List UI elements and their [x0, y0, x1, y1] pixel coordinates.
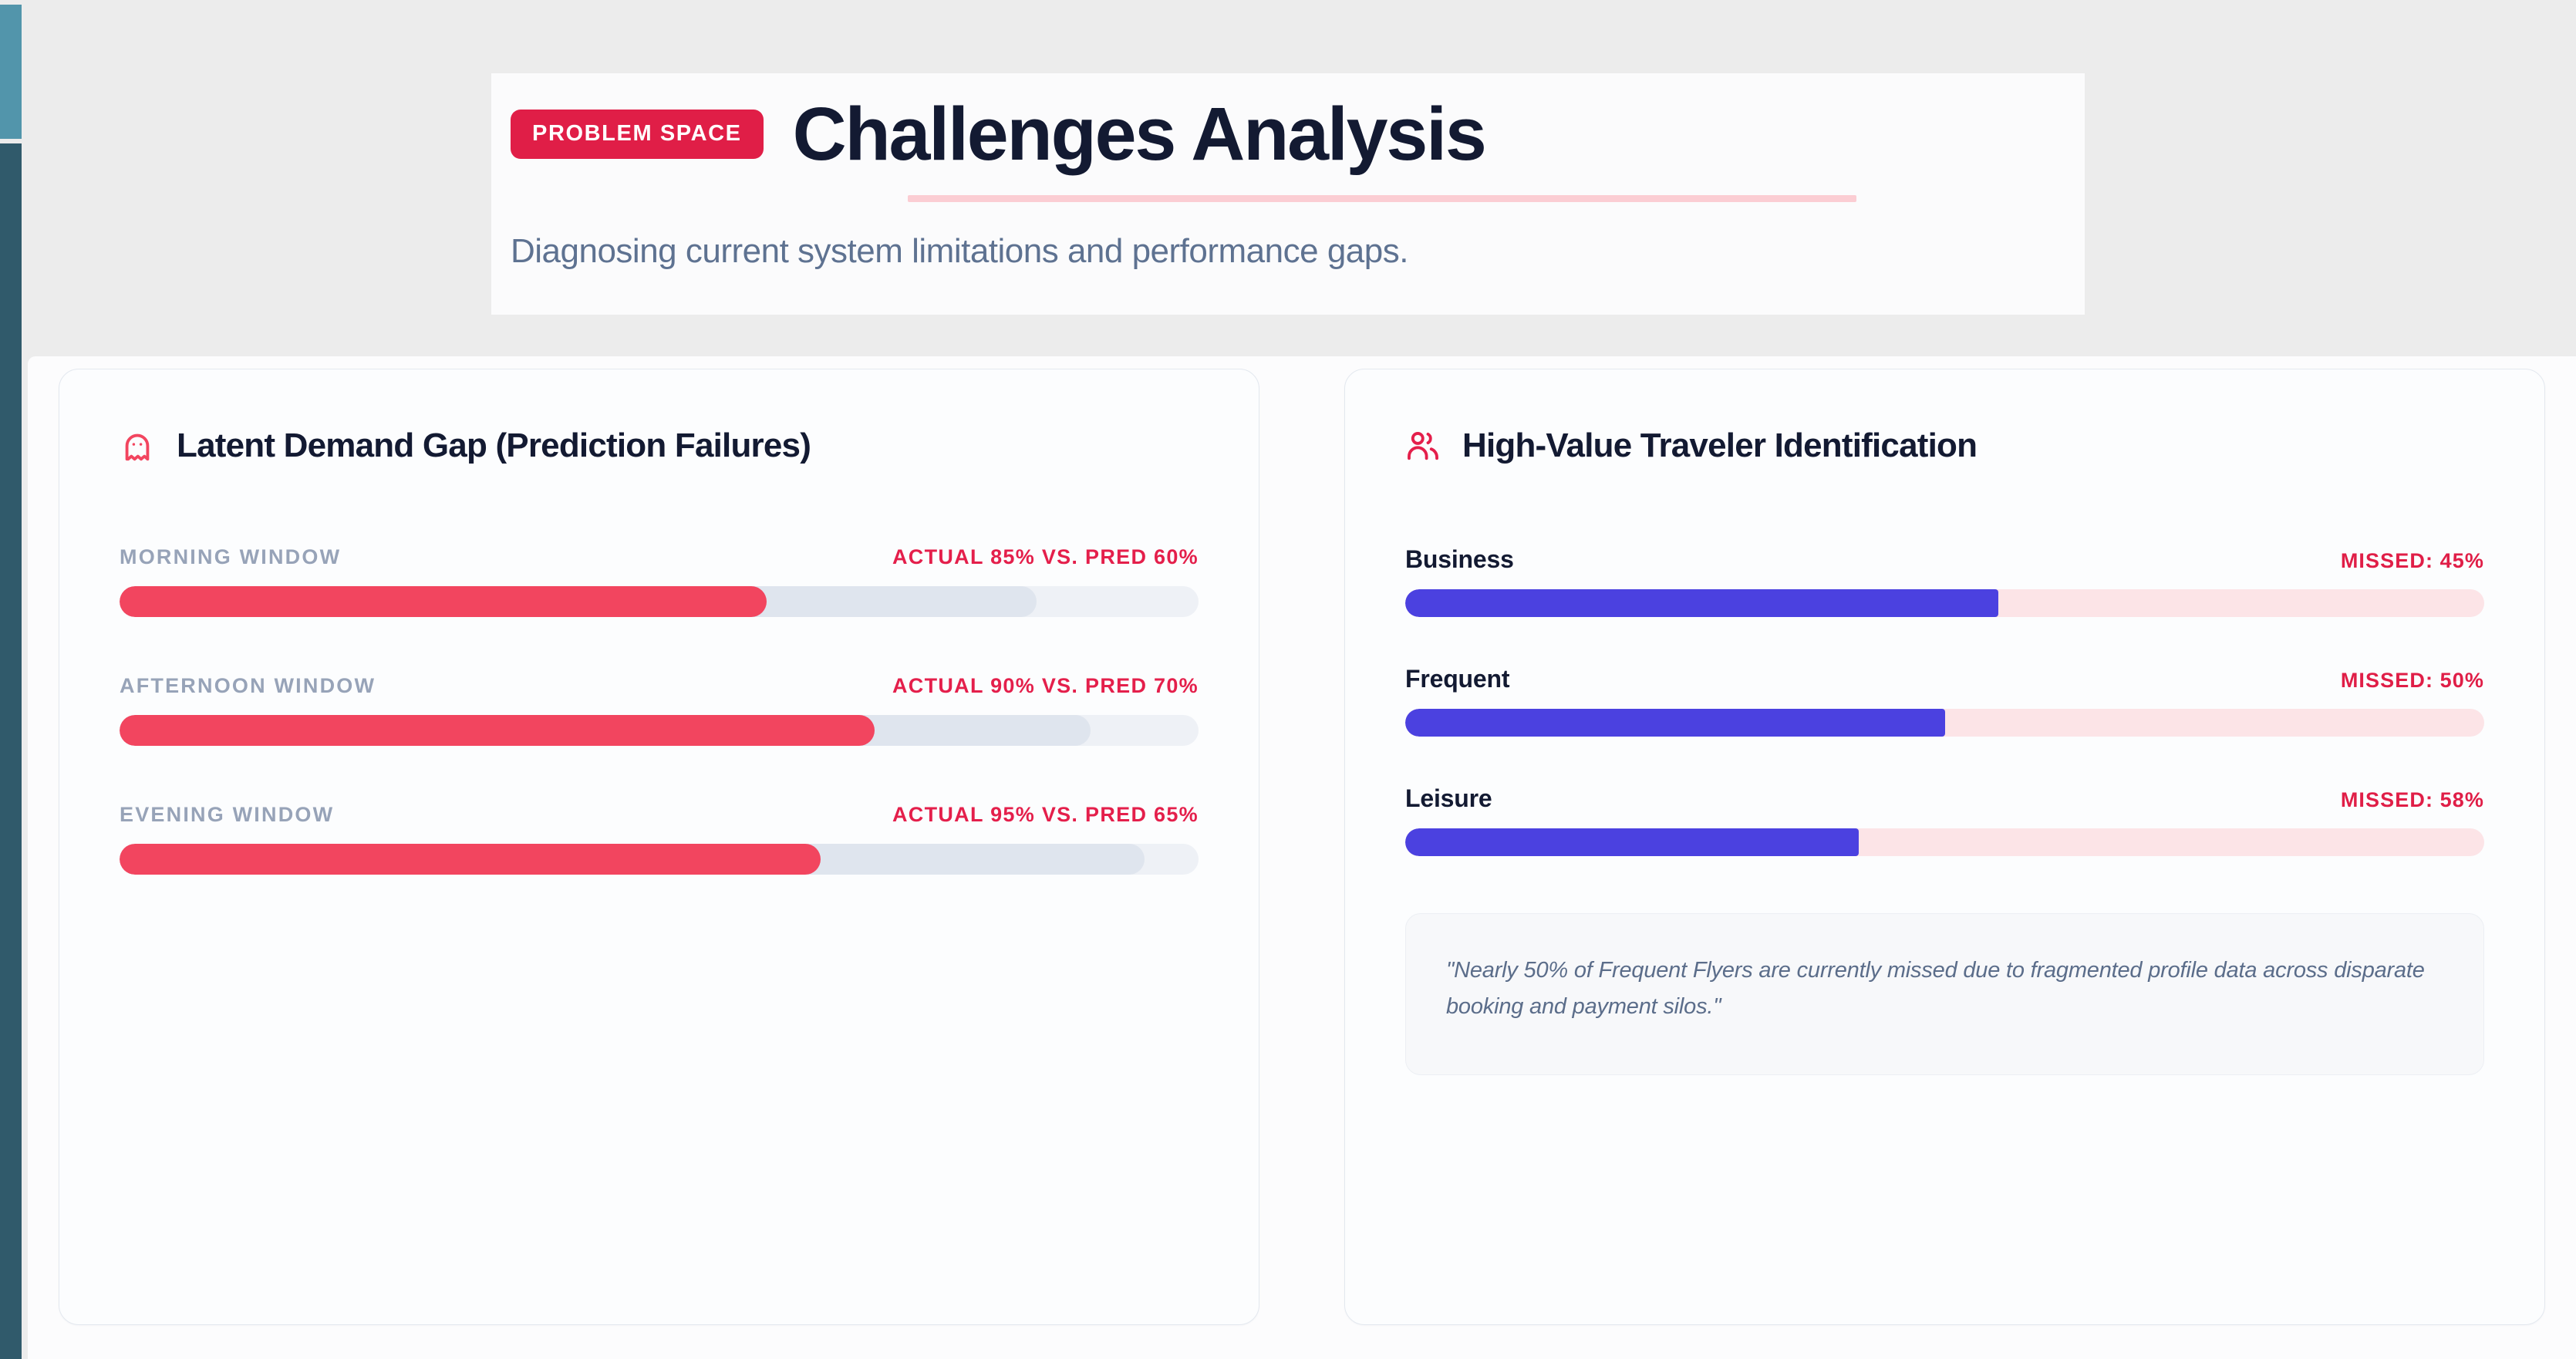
gap-row-header: EVENING WINDOW ACTUAL 95% VS. PRED 65%	[120, 803, 1199, 827]
gap-row: EVENING WINDOW ACTUAL 95% VS. PRED 65%	[120, 803, 1199, 875]
header-panel: PROBLEM SPACE Challenges Analysis Diagno…	[491, 73, 2085, 315]
status-badge: PROBLEM SPACE	[511, 109, 764, 159]
insight-quote-block: "Nearly 50% of Frequent Flyers are curre…	[1405, 913, 2484, 1075]
cards-row: Latent Demand Gap (Prediction Failures) …	[28, 369, 2576, 1325]
segment-progress-track	[1405, 709, 2484, 737]
gap-value: ACTUAL 95% VS. PRED 65%	[892, 803, 1199, 826]
card-traveler-identification: High-Value Traveler Identification Busin…	[1344, 369, 2545, 1325]
gap-value: ACTUAL 90% VS. PRED 70%	[892, 674, 1199, 697]
segment-row-header: Business MISSED: 45%	[1405, 545, 2484, 574]
segment-label: Frequent	[1405, 665, 1510, 693]
page-title: Challenges Analysis	[792, 92, 1487, 176]
gap-label: MORNING WINDOW	[120, 545, 342, 568]
title-underline-accent	[908, 195, 1856, 202]
segment-row-header: Leisure MISSED: 58%	[1405, 784, 2484, 813]
gap-value: ACTUAL 85% VS. PRED 60%	[892, 545, 1199, 568]
segment-captured-bar	[1405, 589, 1999, 617]
card-title: High-Value Traveler Identification	[1462, 427, 1978, 464]
segment-captured-bar	[1405, 828, 1859, 856]
segment-missed-value: MISSED: 58%	[2340, 788, 2484, 811]
card-header: Latent Demand Gap (Prediction Failures)	[120, 427, 1199, 465]
segment-row: Business MISSED: 45%	[1405, 545, 2484, 617]
ghost-icon	[120, 428, 155, 464]
insight-quote-text: "Nearly 50% of Frequent Flyers are curre…	[1446, 958, 2425, 1019]
segment-row-header: Frequent MISSED: 50%	[1405, 665, 2484, 693]
gap-row: AFTERNOON WINDOW ACTUAL 90% VS. PRED 70%	[120, 674, 1199, 746]
segment-progress-track	[1405, 589, 2484, 617]
segment-missed-value: MISSED: 50%	[2340, 669, 2484, 692]
segment-row: Leisure MISSED: 58%	[1405, 784, 2484, 856]
header-title-row: PROBLEM SPACE Challenges Analysis	[511, 92, 1487, 176]
app-sidebar-rail[interactable]	[0, 0, 22, 1359]
gap-progress-track	[120, 844, 1199, 875]
gap-progress-track	[120, 715, 1199, 746]
gap-progress-track	[120, 586, 1199, 617]
segment-missed-value: MISSED: 45%	[2340, 549, 2484, 572]
gap-predicted-bar	[120, 844, 821, 875]
gap-label: EVENING WINDOW	[120, 803, 335, 826]
segment-label: Leisure	[1405, 784, 1492, 812]
card-latent-demand-gap: Latent Demand Gap (Prediction Failures) …	[59, 369, 1259, 1325]
segment-label: Business	[1405, 545, 1514, 573]
gap-label: AFTERNOON WINDOW	[120, 674, 376, 697]
header-band: PROBLEM SPACE Challenges Analysis Diagno…	[28, 0, 2576, 356]
gap-row-header: AFTERNOON WINDOW ACTUAL 90% VS. PRED 70%	[120, 674, 1199, 698]
segment-captured-bar	[1405, 709, 1945, 737]
gap-predicted-bar	[120, 586, 767, 617]
rail-segment-bottom[interactable]	[0, 143, 22, 1359]
rail-segment-top[interactable]	[0, 5, 22, 139]
page-subtitle: Diagnosing current system limitations an…	[511, 232, 1408, 270]
segment-progress-track	[1405, 828, 2484, 856]
gap-predicted-bar	[120, 715, 875, 746]
segment-row: Frequent MISSED: 50%	[1405, 665, 2484, 737]
card-title: Latent Demand Gap (Prediction Failures)	[177, 427, 811, 464]
users-icon	[1405, 428, 1441, 464]
card-header: High-Value Traveler Identification	[1405, 427, 2484, 465]
gap-row-header: MORNING WINDOW ACTUAL 85% VS. PRED 60%	[120, 545, 1199, 569]
gap-row: MORNING WINDOW ACTUAL 85% VS. PRED 60%	[120, 545, 1199, 617]
